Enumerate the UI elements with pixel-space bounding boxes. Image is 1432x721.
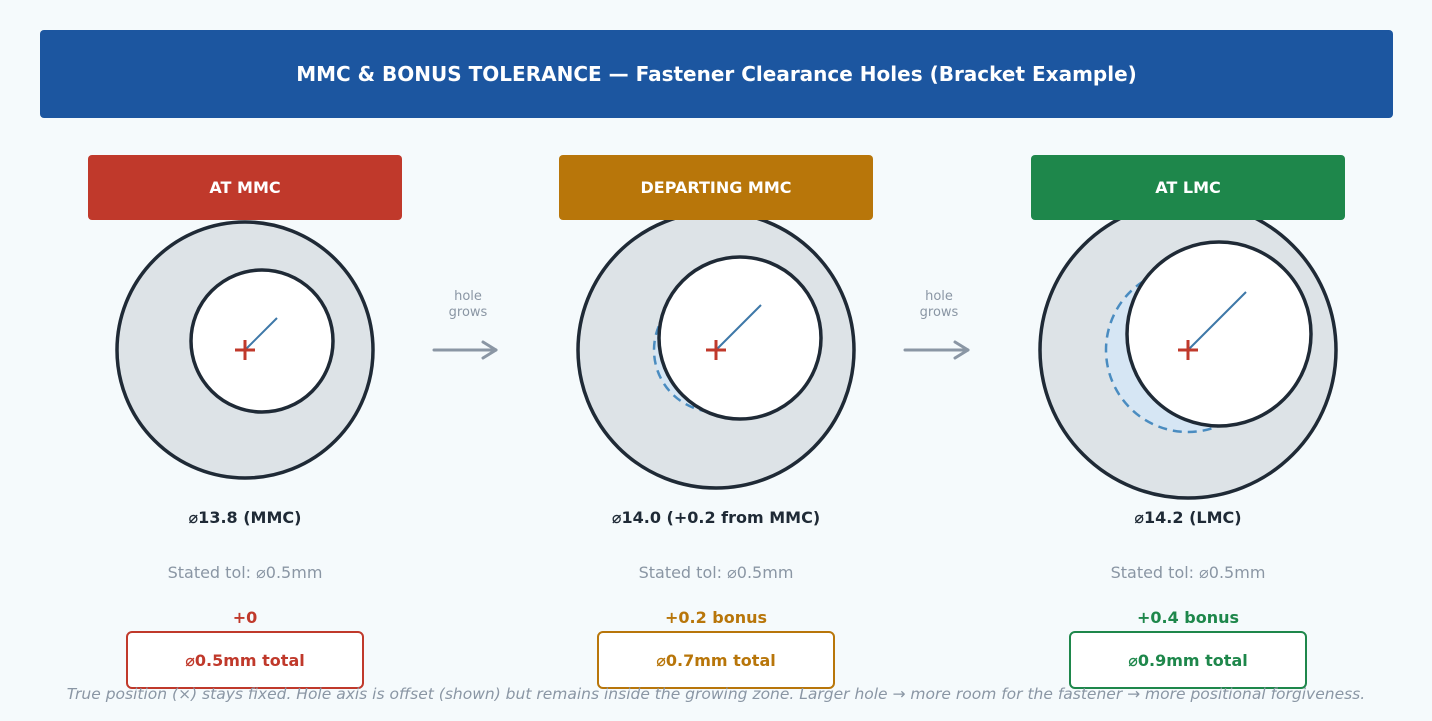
true-position-cross-icon bbox=[706, 340, 726, 360]
true-position-cross-icon bbox=[235, 340, 255, 360]
stated-tolerance-caption: Stated tol: ⌀0.5mm bbox=[167, 563, 323, 582]
footer-note: True position (×) stays fixed. Hole axis… bbox=[66, 685, 1366, 703]
total-tolerance-box: ⌀0.9mm total bbox=[1069, 631, 1307, 689]
bonus-caption: +0.4 bonus bbox=[1136, 608, 1240, 627]
total-tolerance-text: ⌀0.5mm total bbox=[185, 650, 305, 670]
arrow-right-icon bbox=[432, 340, 498, 360]
hole-circle bbox=[657, 255, 823, 421]
arrow-right-icon bbox=[903, 340, 970, 360]
hole-circle bbox=[1125, 240, 1313, 428]
arrow-label: hole grows bbox=[899, 289, 979, 321]
panel-at-lmc-figure bbox=[1038, 200, 1338, 500]
total-tolerance-box: ⌀0.7mm total bbox=[597, 631, 835, 689]
true-position-cross-icon bbox=[1178, 340, 1198, 360]
panel-label-text: AT LMC bbox=[1155, 178, 1221, 197]
hole-radius-line bbox=[244, 317, 278, 351]
panel-label-at-mmc: AT MMC bbox=[88, 155, 402, 220]
title-banner: MMC & BONUS TOLERANCE — Fastener Clearan… bbox=[40, 30, 1393, 118]
hole-diameter-caption: ⌀14.0 (+0.2 from MMC) bbox=[611, 508, 821, 527]
hole-diameter-caption: ⌀14.2 (LMC) bbox=[1134, 508, 1242, 527]
bonus-caption: +0 bbox=[232, 608, 258, 627]
hole-diameter-caption: ⌀13.8 (MMC) bbox=[188, 508, 302, 527]
panel-label-text: AT MMC bbox=[209, 178, 281, 197]
panel-label-at-lmc: AT LMC bbox=[1031, 155, 1345, 220]
total-tolerance-text: ⌀0.7mm total bbox=[656, 650, 776, 670]
page-title: MMC & BONUS TOLERANCE — Fastener Clearan… bbox=[296, 62, 1137, 86]
hole-circle bbox=[189, 268, 335, 414]
total-tolerance-text: ⌀0.9mm total bbox=[1128, 650, 1248, 670]
hole-radius-line bbox=[1187, 291, 1247, 351]
hole-radius-line bbox=[715, 304, 762, 351]
total-tolerance-box: ⌀0.5mm total bbox=[126, 631, 364, 689]
stated-tolerance-caption: Stated tol: ⌀0.5mm bbox=[1110, 563, 1266, 582]
arrow-label-text: hole grows bbox=[448, 289, 488, 320]
panel-at-mmc-figure bbox=[115, 220, 375, 480]
panel-departing-mmc-figure bbox=[576, 210, 856, 490]
stated-tolerance-caption: Stated tol: ⌀0.5mm bbox=[638, 563, 794, 582]
panel-label-departing-mmc: DEPARTING MMC bbox=[559, 155, 873, 220]
arrow-label: hole grows bbox=[428, 289, 508, 321]
arrow-label-text: hole grows bbox=[919, 289, 959, 320]
panel-label-text: DEPARTING MMC bbox=[640, 178, 792, 197]
bonus-caption: +0.2 bonus bbox=[664, 608, 768, 627]
